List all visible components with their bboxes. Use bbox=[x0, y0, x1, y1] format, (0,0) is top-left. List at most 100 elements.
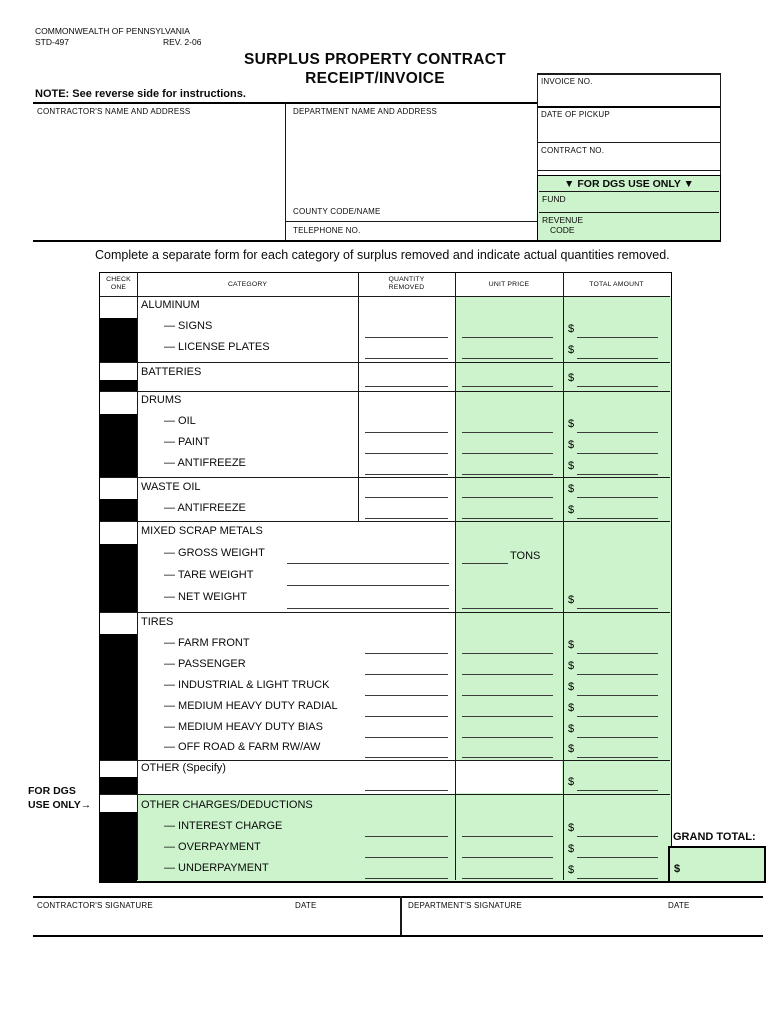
unit-line-bias[interactable] bbox=[462, 737, 553, 738]
unit-line-net-weight[interactable] bbox=[462, 608, 553, 609]
qty-line-underpayment[interactable] bbox=[365, 878, 448, 879]
check-fill-other-charges bbox=[100, 812, 137, 881]
qty-line-bias[interactable] bbox=[365, 737, 448, 738]
total-dollar-farm-front: $ bbox=[568, 639, 575, 651]
revenue-code-field[interactable] bbox=[600, 214, 718, 238]
checkbox-waste-oil[interactable] bbox=[101, 478, 136, 499]
department-date-field[interactable] bbox=[660, 912, 760, 934]
unit-line-waste-antifreeze[interactable] bbox=[462, 518, 553, 519]
qty-line-signs[interactable] bbox=[365, 337, 448, 338]
dgs-use-only-banner: ▼ FOR DGS USE ONLY ▼ bbox=[564, 178, 694, 190]
unit-line-antifreeze[interactable] bbox=[462, 474, 553, 475]
table-outer-border bbox=[99, 272, 672, 883]
qty-line-paint[interactable] bbox=[365, 453, 448, 454]
total-line-interest[interactable] bbox=[577, 836, 658, 837]
contract-box-bottom-rule bbox=[537, 170, 721, 172]
total-line-waste-oil[interactable] bbox=[577, 497, 658, 498]
contractor-signature-field[interactable] bbox=[36, 912, 276, 934]
qty-line-industrial[interactable] bbox=[365, 695, 448, 696]
unit-line-batteries[interactable] bbox=[462, 386, 553, 387]
unit-line-waste-oil[interactable] bbox=[462, 497, 553, 498]
qty-line-other[interactable] bbox=[365, 790, 448, 791]
total-line-signs[interactable] bbox=[577, 337, 658, 338]
telephone-no-field[interactable] bbox=[360, 224, 535, 238]
weight-line-net[interactable] bbox=[287, 608, 449, 609]
qty-line-batteries[interactable] bbox=[365, 386, 448, 387]
qty-line-waste-antifreeze[interactable] bbox=[365, 518, 448, 519]
total-line-bias[interactable] bbox=[577, 737, 658, 738]
contractor-date-field[interactable] bbox=[290, 912, 395, 934]
total-line-overpayment[interactable] bbox=[577, 857, 658, 858]
unit-line-farm-front[interactable] bbox=[462, 653, 553, 654]
department-signature-field[interactable] bbox=[406, 912, 656, 934]
qty-line-passenger[interactable] bbox=[365, 674, 448, 675]
unit-line-interest[interactable] bbox=[462, 836, 553, 837]
contract-no-field[interactable] bbox=[611, 146, 718, 168]
other-unit-price-white-cell bbox=[456, 761, 562, 793]
checkbox-mixed-scrap[interactable] bbox=[101, 522, 136, 544]
checkbox-batteries[interactable] bbox=[101, 363, 136, 380]
section-rule-other-charges bbox=[100, 794, 670, 795]
checkbox-other-charges[interactable] bbox=[101, 795, 136, 812]
county-code-name-field[interactable] bbox=[380, 204, 535, 220]
qty-line-radial[interactable] bbox=[365, 716, 448, 717]
total-line-passenger[interactable] bbox=[577, 674, 658, 675]
unit-line-passenger[interactable] bbox=[462, 674, 553, 675]
unit-price-header: UNIT PRICE bbox=[488, 281, 530, 288]
qty-line-antifreeze[interactable] bbox=[365, 474, 448, 475]
unit-line-radial[interactable] bbox=[462, 716, 553, 717]
subcategory-license-plates: — LICENSE PLATES bbox=[164, 341, 270, 353]
total-line-license[interactable] bbox=[577, 358, 658, 359]
checkbox-tires[interactable] bbox=[101, 613, 136, 634]
total-line-net-weight[interactable] bbox=[577, 608, 658, 609]
unit-line-off-road[interactable] bbox=[462, 757, 553, 758]
total-line-paint[interactable] bbox=[577, 453, 658, 454]
weight-line-gross[interactable] bbox=[287, 563, 449, 564]
weight-line-tare[interactable] bbox=[287, 585, 449, 586]
qty-line-off-road[interactable] bbox=[365, 757, 448, 758]
date-of-pickup-field[interactable] bbox=[614, 110, 718, 140]
total-line-farm-front[interactable] bbox=[577, 653, 658, 654]
total-line-batteries[interactable] bbox=[577, 386, 658, 387]
unit-line-oil[interactable] bbox=[462, 432, 553, 433]
unit-line-license-plates[interactable] bbox=[462, 358, 553, 359]
checkbox-drums[interactable] bbox=[101, 392, 136, 414]
checkbox-aluminum[interactable] bbox=[101, 297, 136, 318]
qty-line-interest[interactable] bbox=[365, 836, 448, 837]
section-rule-mixed-scrap bbox=[100, 521, 670, 522]
unit-line-signs[interactable] bbox=[462, 337, 553, 338]
contractor-name-address-field[interactable] bbox=[34, 116, 284, 238]
total-dollar-paint: $ bbox=[568, 439, 575, 451]
unit-line-underpayment[interactable] bbox=[462, 878, 553, 879]
invoice-no-field[interactable] bbox=[600, 76, 718, 104]
qty-line-waste-oil[interactable] bbox=[365, 497, 448, 498]
total-line-off-road[interactable] bbox=[577, 757, 658, 758]
total-line-oil[interactable] bbox=[577, 432, 658, 433]
qty-line-oil[interactable] bbox=[365, 432, 448, 433]
unit-line-industrial[interactable] bbox=[462, 695, 553, 696]
check-one-header-line2: ONE bbox=[110, 284, 127, 291]
fund-field[interactable] bbox=[575, 194, 718, 211]
grand-total-box[interactable] bbox=[668, 846, 766, 883]
department-name-address-field[interactable] bbox=[287, 116, 535, 204]
unit-line-paint[interactable] bbox=[462, 453, 553, 454]
total-line-antifreeze[interactable] bbox=[577, 474, 658, 475]
unit-line-gross-tons[interactable] bbox=[462, 563, 508, 564]
total-line-underpayment[interactable] bbox=[577, 878, 658, 879]
qty-line-overpayment[interactable] bbox=[365, 857, 448, 858]
subcategory-off-road-farm: — OFF ROAD & FARM RW/AW bbox=[164, 741, 321, 753]
qty-line-farm-front[interactable] bbox=[365, 653, 448, 654]
section-rule-drums bbox=[100, 391, 670, 392]
total-line-other[interactable] bbox=[577, 790, 658, 791]
category-aluminum: ALUMINUM bbox=[141, 299, 200, 311]
unit-line-overpayment[interactable] bbox=[462, 857, 553, 858]
total-line-radial[interactable] bbox=[577, 716, 658, 717]
total-line-industrial[interactable] bbox=[577, 695, 658, 696]
section-rule-batteries bbox=[100, 362, 670, 363]
signature-top-rule bbox=[33, 896, 763, 899]
subcategory-antifreeze: — ANTIFREEZE bbox=[164, 457, 246, 469]
qty-line-license-plates[interactable] bbox=[365, 358, 448, 359]
checkbox-other[interactable] bbox=[101, 761, 136, 777]
total-line-waste-antifreeze[interactable] bbox=[577, 518, 658, 519]
grand-total-label: GRAND TOTAL: bbox=[673, 831, 756, 843]
